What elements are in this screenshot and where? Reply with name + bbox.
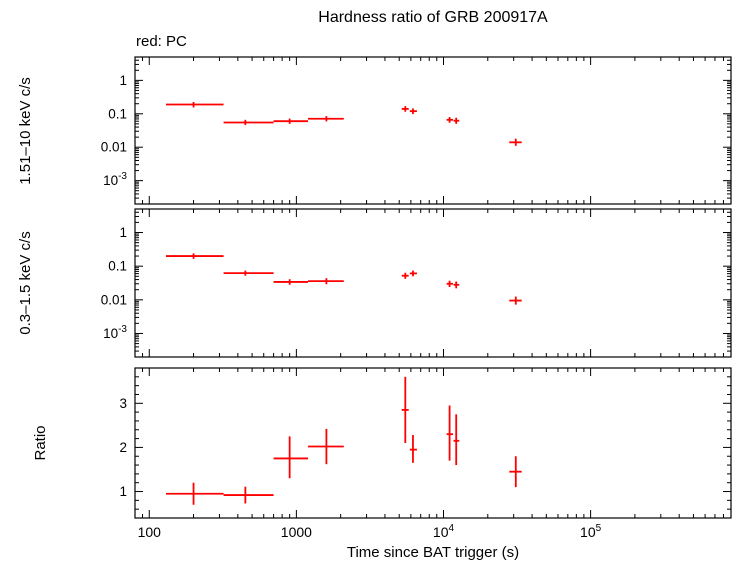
plot-content: 1 0.1 0.01 10-3 1 0.1 0.01 10-3 1 2 3 100 1000 104 105 <box>101 56 732 540</box>
x-tick-label: 1000 <box>281 524 312 540</box>
y-axis-label-hard: 1.51–10 keV c/s <box>17 77 34 185</box>
y-tick-label: 0.1 <box>108 259 127 274</box>
panel-frame <box>134 208 732 358</box>
y-tick-label: 1 <box>119 225 127 240</box>
x-axis-label: Time since BAT trigger (s) <box>347 544 519 561</box>
mode-legend: red: PC <box>136 33 187 50</box>
x-tick-label: 104 <box>433 523 455 540</box>
panel-frame <box>134 56 732 205</box>
panel-frame <box>134 367 732 519</box>
x-tick-label: 100 <box>138 524 162 540</box>
panel-ratio: 1 2 3 <box>119 367 732 519</box>
y-tick-label: 0.01 <box>101 140 127 155</box>
series-hard-band <box>166 102 522 146</box>
x-tick-label: 105 <box>580 523 602 540</box>
y-axis-label-ratio: Ratio <box>32 425 49 460</box>
series-soft-band <box>166 253 522 305</box>
y-tick-label: 2 <box>119 440 127 455</box>
panel-hard-band: 1 0.1 0.01 10-3 <box>101 56 732 205</box>
y-tick-label: 10-3 <box>103 324 127 341</box>
y-tick-label: 0.01 <box>101 292 127 307</box>
y-tick-label: 10-3 <box>103 171 127 188</box>
y-axis-label-soft: 0.3–1.5 keV c/s <box>17 231 34 334</box>
y-tick-label: 3 <box>119 396 127 411</box>
y-tick-label: 1 <box>119 73 127 88</box>
y-tick-label: 0.1 <box>108 106 127 121</box>
series-ratio <box>166 376 522 505</box>
panel-soft-band: 1 0.1 0.01 10-3 <box>101 208 732 358</box>
plot-title: Hardness ratio of GRB 200917A <box>318 9 548 26</box>
y-tick-label: 1 <box>119 484 127 499</box>
